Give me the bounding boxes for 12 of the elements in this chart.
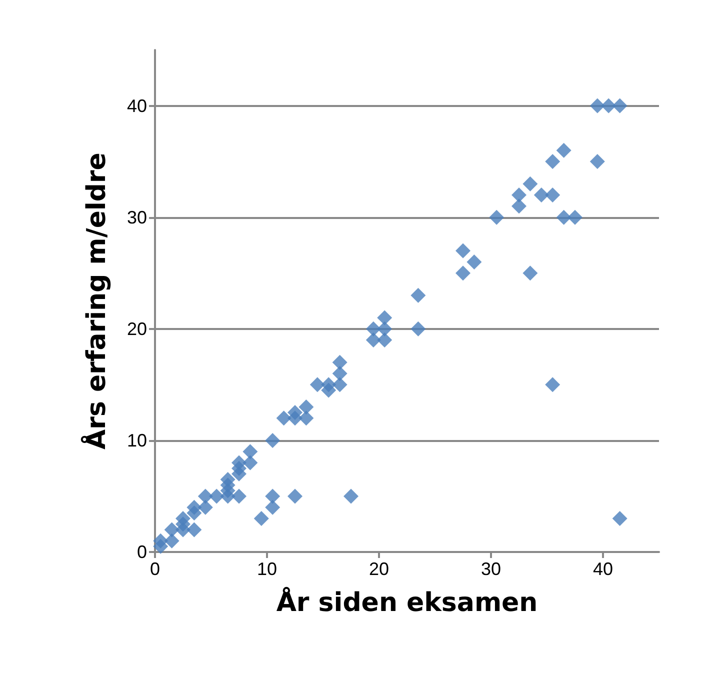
y-tick-label: 20	[126, 318, 147, 339]
x-tick-label: 40	[592, 559, 614, 579]
x-axis-title: År siden eksamen	[276, 586, 538, 618]
x-tick-label: 0	[150, 559, 160, 579]
x-tick-label: 10	[256, 559, 278, 579]
y-tick-label: 30	[126, 207, 147, 228]
x-tick-label: 30	[480, 559, 502, 579]
y-tick-label: 40	[126, 96, 147, 116]
y-tick-label: 10	[126, 430, 147, 450]
y-axis-title: Års erfaring m/eldre	[80, 152, 112, 450]
x-tick-label: 20	[368, 559, 390, 579]
y-tick-label: 0	[136, 542, 147, 562]
